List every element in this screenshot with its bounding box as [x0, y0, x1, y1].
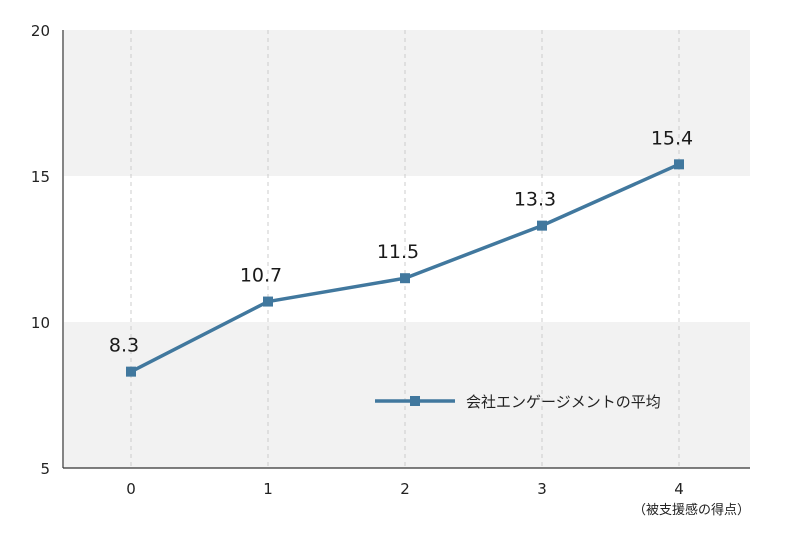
- data-label: 15.4: [651, 127, 693, 149]
- y-tick-labels: 5 10 15 20: [31, 22, 50, 478]
- data-point-marker: [537, 220, 547, 231]
- data-labels: 8.3 10.7 11.5 13.3 15.4: [109, 127, 693, 356]
- background-band: [64, 30, 750, 176]
- data-point-marker: [263, 296, 273, 307]
- y-tick-label: 10: [31, 314, 50, 332]
- data-label: 8.3: [109, 335, 139, 357]
- legend-label: 会社エンゲージメントの平均: [466, 393, 661, 411]
- y-tick-label: 15: [31, 168, 50, 186]
- y-tick-label: 5: [40, 460, 50, 478]
- vertical-gridlines: [130, 30, 680, 468]
- x-tick-label: 3: [537, 480, 547, 498]
- y-tick-label: 20: [31, 22, 50, 40]
- series-line: [126, 159, 684, 377]
- data-point-marker: [126, 366, 136, 377]
- data-point-marker: [400, 273, 410, 284]
- data-label: 13.3: [514, 189, 556, 211]
- x-axis-unit-label: （被支援感の得点）: [633, 502, 750, 518]
- x-tick-label: 4: [674, 480, 684, 498]
- x-tick-label: 1: [263, 480, 273, 498]
- legend-marker-swatch: [410, 396, 420, 406]
- x-tick-label: 0: [126, 480, 136, 498]
- data-label: 10.7: [240, 265, 282, 287]
- data-point-marker: [674, 159, 684, 170]
- data-label: 11.5: [377, 241, 419, 263]
- axes: [62, 30, 750, 469]
- x-tick-labels: 0 1 2 3 4: [126, 480, 684, 498]
- x-tick-label: 2: [400, 480, 410, 498]
- legend: 会社エンゲージメントの平均: [375, 393, 661, 411]
